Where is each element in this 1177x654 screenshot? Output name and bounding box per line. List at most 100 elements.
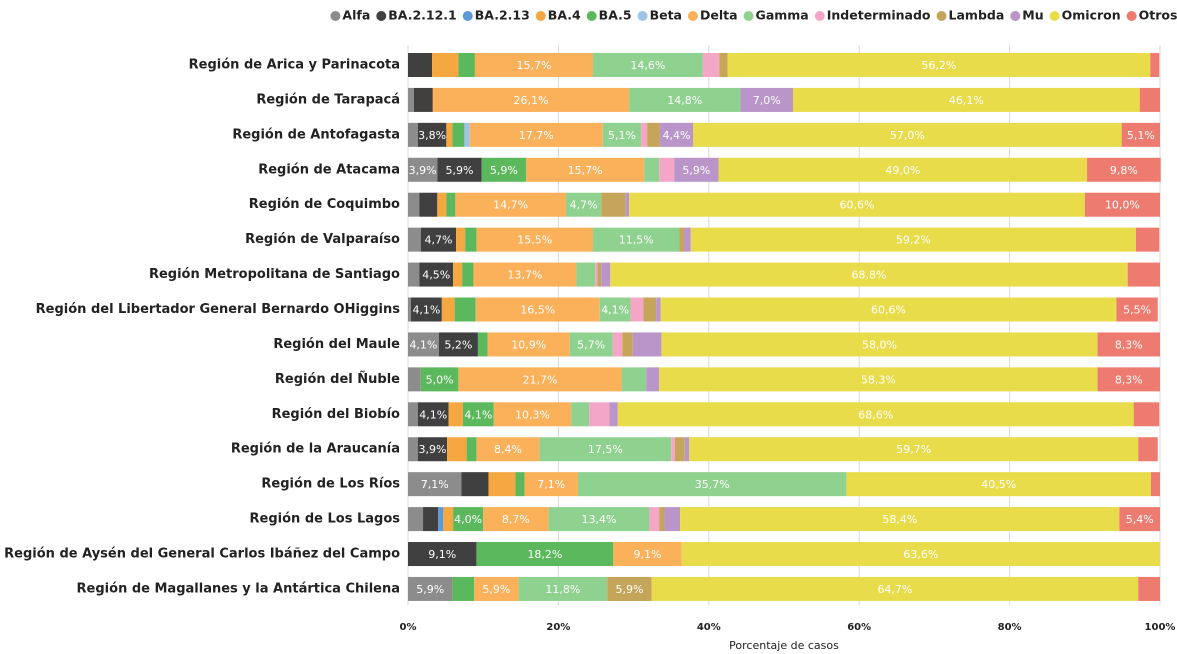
data-label: 4,5% — [422, 269, 450, 282]
x-tick-label: 40% — [697, 622, 721, 633]
bar-segment — [477, 332, 488, 357]
data-label: 4,7% — [424, 234, 452, 247]
legend-marker — [637, 11, 648, 21]
x-tick-label: 0% — [400, 622, 417, 633]
bar-segment — [1097, 367, 1160, 392]
bar-segment — [454, 297, 476, 322]
bar-segment — [727, 53, 1151, 77]
bar-segment — [417, 122, 447, 147]
bar-segment — [453, 262, 463, 287]
bar-segment — [408, 437, 418, 462]
bar-segment — [601, 262, 611, 287]
legend-marker — [586, 11, 597, 21]
data-label: 4,4% — [662, 129, 690, 142]
bar-segment — [659, 122, 694, 147]
data-label: 5,9% — [682, 164, 710, 177]
legend-marker — [814, 11, 825, 21]
legend-label: Lambda — [949, 8, 1005, 23]
y-tick-label: Región de la Araucanía — [231, 442, 400, 457]
data-label: 18,2% — [527, 548, 562, 561]
bar-segment — [1133, 402, 1160, 427]
bar-segment — [417, 402, 449, 427]
data-label: 8,7% — [502, 513, 530, 526]
data-label: 5,9% — [482, 583, 510, 596]
bar-segment — [476, 437, 540, 462]
bar-segment — [1138, 576, 1160, 601]
bar-segment — [659, 157, 675, 182]
bar-segment — [419, 192, 438, 217]
data-label: 63,6% — [903, 548, 938, 561]
y-tick-label: Región de Aysén del General Carlos Ibáñe… — [4, 547, 400, 562]
legend-marker — [687, 11, 698, 21]
bar-segment — [649, 507, 660, 532]
data-label: 26,1% — [513, 94, 548, 107]
bar-segment — [483, 507, 549, 532]
bar-segment — [487, 332, 570, 357]
bar-segment — [569, 332, 613, 357]
bar-segment — [659, 367, 1098, 392]
bar-segment — [446, 192, 456, 217]
bar-segment — [644, 157, 660, 182]
data-label: 4,1% — [419, 408, 447, 421]
data-label: 21,7% — [522, 373, 557, 386]
data-label: 64,7% — [877, 583, 912, 596]
bar-segment — [455, 192, 566, 217]
bar-segment — [465, 227, 477, 252]
data-label: 9,8% — [1110, 164, 1138, 177]
bar-segment — [641, 122, 648, 147]
legend-label: BA.2.12.1 — [388, 8, 456, 23]
data-label: 4,1% — [409, 338, 437, 351]
data-label: 60,6% — [871, 304, 906, 317]
data-label: 56,2% — [921, 59, 956, 72]
bar-segment — [597, 262, 602, 287]
data-label: 3,9% — [409, 164, 437, 177]
legend-label: BA.4 — [548, 8, 581, 23]
bar-segment — [565, 192, 602, 217]
data-label: 59,2% — [896, 234, 931, 247]
bar-segment — [408, 576, 453, 601]
data-label: 5,0% — [426, 373, 454, 386]
bar-segment — [659, 507, 665, 532]
data-label: 13,4% — [582, 513, 617, 526]
data-label: 10,0% — [1105, 199, 1140, 212]
legend-marker — [1010, 11, 1021, 21]
bar-segment — [456, 227, 466, 252]
data-label: 17,7% — [519, 129, 554, 142]
x-axis-title: Porcentaje de casos — [729, 639, 839, 652]
bar-segment — [475, 297, 600, 322]
bar-segment — [681, 542, 1160, 567]
y-tick-label: Región del Biobío — [272, 407, 400, 422]
bar-segment — [408, 332, 439, 357]
bar-segment — [408, 507, 424, 532]
data-label: 16,5% — [520, 304, 555, 317]
bar-segment — [526, 157, 645, 182]
bar-segment — [408, 87, 415, 112]
bar-segment — [417, 437, 448, 462]
bar-segment — [702, 53, 720, 77]
data-label: 5,1% — [1127, 129, 1155, 142]
bar-segment — [612, 332, 623, 357]
data-label: 35,7% — [695, 478, 730, 491]
bar-segment — [448, 402, 463, 427]
bar-segment — [408, 402, 418, 427]
bar-segment — [466, 437, 477, 462]
bar-segment — [595, 262, 598, 287]
bar-segment — [690, 227, 1136, 252]
bar-segment — [1127, 262, 1160, 287]
y-tick-label: Región del Libertador General Bernardo O… — [36, 302, 401, 317]
legend: Alfa BA.2.12.1 BA.2.13 BA.4 BA.5 Beta Delta Gam… — [330, 8, 1177, 23]
bar-segment — [408, 157, 438, 182]
x-tick-label: 100% — [1145, 622, 1176, 633]
bar-segment — [548, 507, 650, 532]
legend-marker — [1049, 11, 1060, 21]
bar-segment — [414, 87, 433, 112]
y-tick-label: Región de Atacama — [258, 162, 400, 177]
x-tick-label: 60% — [847, 622, 871, 633]
legend-label: BA.5 — [599, 8, 632, 23]
data-label: 68,6% — [858, 408, 893, 421]
legend-marker — [330, 11, 341, 21]
data-label: 5,7% — [577, 338, 605, 351]
data-label: 58,3% — [861, 373, 896, 386]
y-tick-label: Región de Magallanes y la Antártica Chil… — [77, 581, 400, 596]
